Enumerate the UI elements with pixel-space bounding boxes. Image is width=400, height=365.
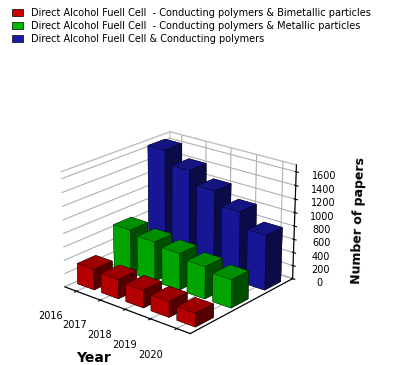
Legend: Direct Alcohol Fuell Cell  - Conducting polymers & Bimetallic particles, Direct : Direct Alcohol Fuell Cell - Conducting p… [9, 5, 374, 46]
X-axis label: Year: Year [76, 351, 111, 365]
